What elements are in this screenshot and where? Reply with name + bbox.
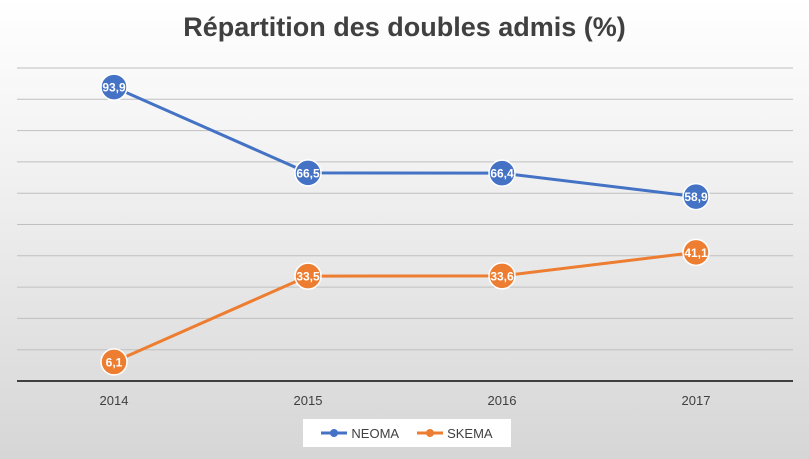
data-label-skema: 41,1 [684, 246, 708, 260]
data-label-neoma: 93,9 [102, 81, 126, 95]
data-label-neoma: 66,4 [490, 167, 514, 181]
x-tick-label: 2017 [682, 393, 711, 408]
legend: NEOMA SKEMA [303, 419, 511, 447]
series-line-skema [113, 250, 697, 364]
data-point-neoma [100, 73, 128, 101]
x-tick-label: 2015 [294, 393, 323, 408]
chart-title: Répartition des doubles admis (%) [183, 12, 626, 42]
data-label-skema: 33,6 [490, 269, 514, 283]
x-tick-label: 2014 [100, 393, 129, 408]
legend-label-neoma: NEOMA [351, 425, 400, 441]
x-tick-label: 2016 [488, 393, 517, 408]
data-label-skema: 33,5 [296, 270, 320, 284]
legend-item-skema: SKEMA [417, 426, 493, 441]
data-point-skema [488, 262, 516, 290]
legend-marker-neoma [321, 429, 348, 437]
data-point-skema [100, 348, 128, 376]
data-point-neoma [294, 159, 322, 187]
data-point-skema [294, 262, 322, 290]
data-label-neoma: 66,5 [296, 166, 320, 180]
data-label-skema: 6,1 [106, 355, 123, 369]
data-label-neoma: 58,9 [684, 190, 708, 204]
data-point-neoma [682, 182, 710, 211]
legend-label-skema: SKEMA [447, 425, 493, 441]
legend-marker-skema [417, 429, 444, 437]
data-point-skema [682, 238, 710, 267]
data-point-neoma [488, 159, 516, 187]
legend-item-neoma: NEOMA [321, 426, 399, 441]
series-line-neoma [113, 85, 697, 199]
